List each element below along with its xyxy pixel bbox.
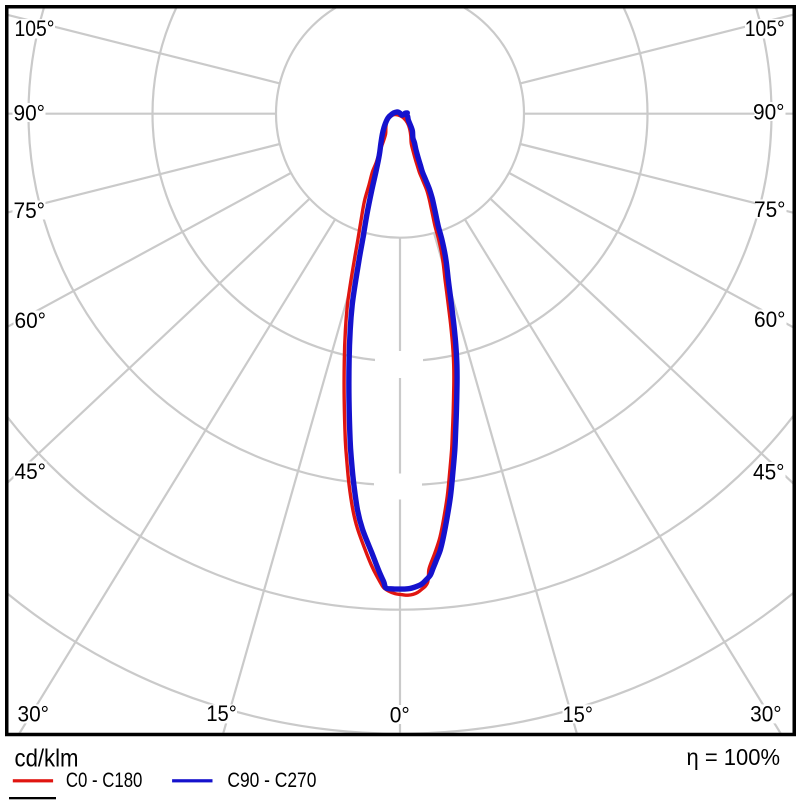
svg-text:75°: 75° [14, 198, 46, 223]
svg-text:60°: 60° [754, 307, 786, 332]
svg-text:105°: 105° [15, 16, 55, 41]
svg-text:30°: 30° [750, 701, 782, 726]
svg-text:90°: 90° [14, 100, 46, 125]
svg-text:C0 - C180: C0 - C180 [66, 769, 142, 792]
svg-text:15°: 15° [562, 702, 593, 727]
svg-text:75°: 75° [754, 197, 786, 222]
svg-text:15°: 15° [206, 701, 237, 726]
svg-text:0°: 0° [390, 703, 410, 728]
svg-text:60°: 60° [15, 308, 47, 333]
svg-text:90°: 90° [753, 99, 785, 124]
svg-text:cd/klm: cd/klm [15, 745, 79, 773]
svg-text:45°: 45° [753, 459, 785, 484]
svg-text:105°: 105° [745, 16, 785, 41]
svg-text:η = 100%: η = 100% [687, 744, 781, 770]
svg-text:C90 - C270: C90 - C270 [227, 769, 316, 792]
svg-text:45°: 45° [15, 459, 47, 484]
svg-text:30°: 30° [18, 702, 50, 727]
